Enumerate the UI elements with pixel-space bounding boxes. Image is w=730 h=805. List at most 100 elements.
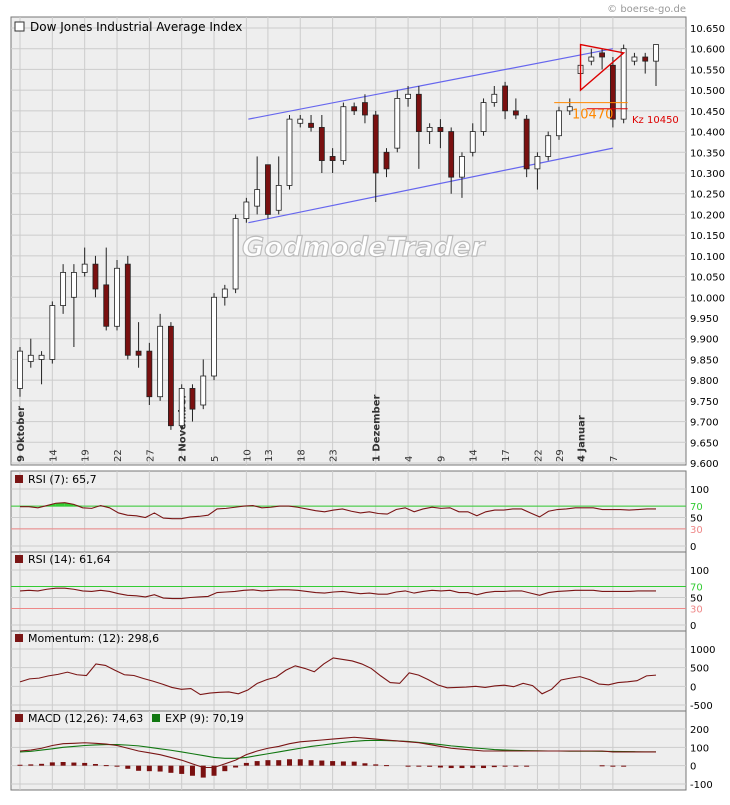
candle-body xyxy=(60,272,67,306)
macd-histogram-bar xyxy=(265,760,271,766)
rsi7-y-tick-label: 100 xyxy=(690,485,709,496)
macd-histogram-bar xyxy=(103,765,109,767)
macd-histogram-bar xyxy=(82,762,88,766)
y-tick-label: 9.800 xyxy=(690,376,719,387)
macd-histogram-bar xyxy=(276,760,282,766)
macd-histogram-bar xyxy=(384,765,390,767)
macd-histogram-bar xyxy=(502,765,508,767)
candle-body xyxy=(534,156,541,170)
rsi7-line xyxy=(20,502,656,520)
title-legend-swatch xyxy=(14,21,25,32)
macd-histogram-bar xyxy=(340,761,346,766)
macd-histogram-bar xyxy=(222,765,228,772)
y-tick-label: 10.550 xyxy=(690,65,725,76)
x-tick-label: 27 xyxy=(145,449,156,462)
candle-body xyxy=(426,127,433,132)
candle-body xyxy=(372,114,379,174)
macd-histogram-bar xyxy=(491,765,497,768)
chart-title: Dow Jones Industrial Average Index xyxy=(30,20,242,34)
momentum-legend-swatch xyxy=(15,634,23,642)
momentum-panel-background xyxy=(10,630,687,712)
x-tick-label: 4 Januar xyxy=(577,415,588,462)
macd-histogram-bar xyxy=(330,761,336,766)
candle-body xyxy=(265,164,271,215)
rsi7-panel-background xyxy=(10,470,687,553)
rsi14-y-tick-label: 100 xyxy=(690,566,709,577)
x-tick-label: 4 xyxy=(404,456,415,462)
y-tick-label: 10.350 xyxy=(690,148,725,159)
macd-histogram-bar xyxy=(459,765,465,769)
rsi7-y-tick-label: 0 xyxy=(690,542,696,553)
macd-histogram-bar xyxy=(146,765,152,772)
macd-histogram-bar xyxy=(427,765,433,767)
triangle-pattern xyxy=(579,43,626,92)
candle-body xyxy=(27,354,34,362)
candle-body xyxy=(318,127,325,161)
x-tick-label: 5 xyxy=(210,456,221,462)
macd-histogram-bar xyxy=(49,762,55,766)
macd-histogram-bar xyxy=(60,762,66,766)
macd-legend-swatch xyxy=(15,714,23,722)
candle-body xyxy=(103,284,110,327)
rsi14-y-tick-label: 50 xyxy=(690,594,703,605)
macd-histogram-bar xyxy=(621,765,627,767)
trend-channel-line xyxy=(248,147,614,224)
macd-histogram-bar xyxy=(254,761,260,766)
candle-body xyxy=(362,102,368,116)
candle-body xyxy=(81,263,88,273)
macd-histogram-bar xyxy=(599,765,605,767)
y-tick-label: 9.750 xyxy=(690,397,719,408)
macd-y-tick-label: 100 xyxy=(690,743,709,754)
x-tick-label: 2 November xyxy=(178,394,189,462)
candle-body xyxy=(17,350,23,389)
macd-histogram-bar xyxy=(168,765,174,773)
candle-body xyxy=(599,52,606,58)
candle-body xyxy=(480,102,487,132)
candle-body xyxy=(437,127,444,132)
x-tick-label: 17 xyxy=(501,449,512,462)
x-tick-label: 14 xyxy=(469,449,480,462)
x-tick-label: 14 xyxy=(48,449,59,462)
momentum-y-tick-label: 1000 xyxy=(690,645,715,656)
candle-body xyxy=(232,218,239,290)
macd-histogram-bar xyxy=(319,760,325,766)
candle-body xyxy=(70,272,77,298)
macd-histogram-bar xyxy=(308,760,314,766)
candle-body xyxy=(38,354,45,360)
y-tick-label: 10.200 xyxy=(690,210,725,221)
candle-body xyxy=(168,325,174,427)
macd-histogram-bar xyxy=(437,765,443,768)
watermark-text: © boerse-go.de xyxy=(607,4,686,15)
macd-histogram-bar xyxy=(71,762,77,766)
candle-body xyxy=(609,64,616,120)
y-tick-label: 10.600 xyxy=(690,45,725,56)
candle-body xyxy=(448,131,455,178)
x-tick-label: 29 xyxy=(555,449,566,462)
macd-histogram-bar xyxy=(362,763,368,766)
rsi7-y-tick-label: 30 xyxy=(690,525,703,536)
ema-title: EXP (9): 70,19 xyxy=(165,712,244,725)
rsi14-panel-background xyxy=(10,551,687,632)
y-tick-label: 10.500 xyxy=(690,86,725,97)
macd-histogram-bar xyxy=(610,765,616,767)
ema-legend-swatch xyxy=(152,714,160,722)
y-tick-label: 10.300 xyxy=(690,169,725,180)
macd-histogram-bar xyxy=(179,765,185,774)
macd-histogram-bar xyxy=(157,765,163,772)
macd-histogram-bar xyxy=(481,765,487,769)
candle-body xyxy=(588,56,595,62)
candle-body xyxy=(308,122,314,128)
macd-histogram-bar xyxy=(17,764,23,766)
macd-histogram-bar xyxy=(351,761,357,766)
candle-body xyxy=(49,305,56,360)
candle-body xyxy=(189,388,196,410)
candle-body xyxy=(340,106,347,161)
candle-body xyxy=(146,350,153,398)
candle-body xyxy=(491,93,498,103)
rsi7-y-tick-label: 70 xyxy=(690,502,703,513)
rsi14-y-tick-label: 30 xyxy=(690,605,703,616)
candle-body xyxy=(620,48,627,120)
macd-histogram-bar xyxy=(405,765,411,767)
momentum-y-tick-label: -500 xyxy=(690,701,713,712)
